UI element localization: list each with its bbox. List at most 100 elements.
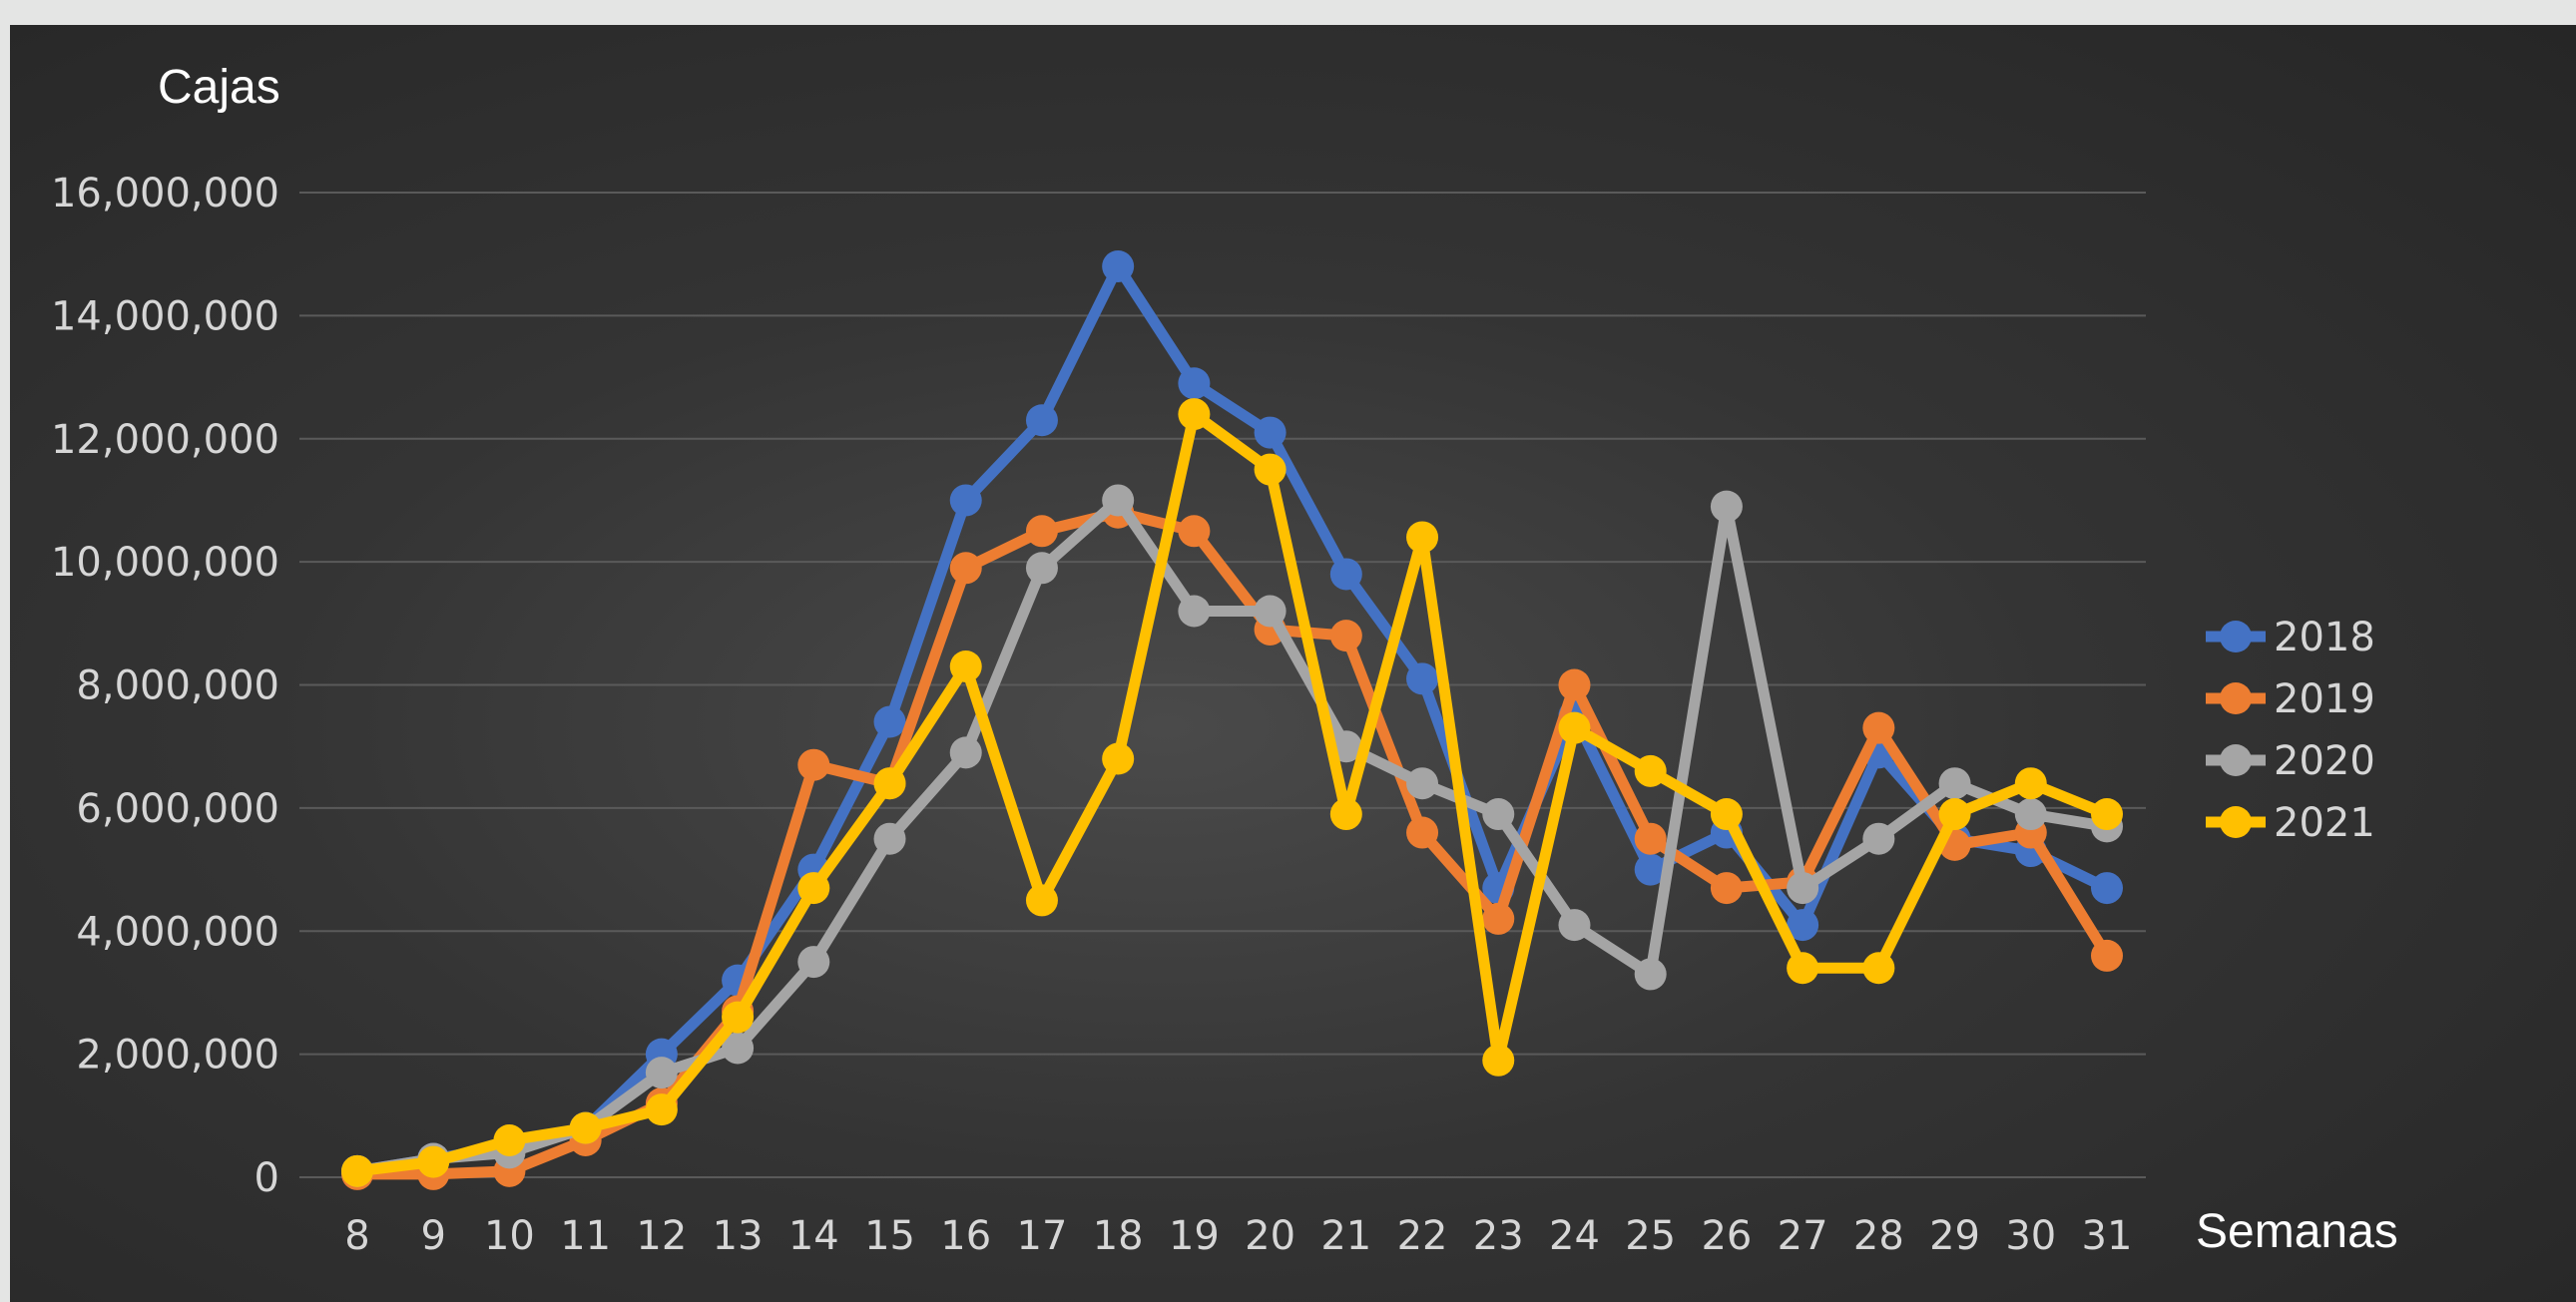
gridlines — [299, 192, 2146, 1178]
x-tick-label: 20 — [1245, 1213, 1295, 1259]
legend-swatch-marker — [2220, 682, 2252, 714]
data-point-2021 — [1634, 754, 1667, 787]
data-point-2019 — [1710, 872, 1743, 905]
data-point-2020 — [1787, 872, 1819, 905]
data-point-2021 — [1329, 798, 1362, 831]
y-tick-label: 0 — [255, 1155, 279, 1201]
x-tick-label: 9 — [420, 1213, 445, 1259]
x-tick-label: 17 — [1017, 1213, 1068, 1259]
legend-swatch-marker — [2220, 806, 2252, 838]
data-point-2021 — [1482, 1044, 1515, 1077]
data-point-2020 — [873, 822, 906, 855]
data-point-2021 — [645, 1093, 678, 1126]
data-point-2020 — [1178, 595, 1211, 628]
data-point-2020 — [949, 736, 982, 769]
legend-label: 2018 — [2274, 615, 2375, 660]
chart-background — [10, 25, 2576, 1302]
data-point-2021 — [493, 1123, 526, 1156]
data-point-2021 — [341, 1154, 373, 1187]
x-tick-label: 16 — [940, 1213, 991, 1259]
data-point-2019 — [1406, 816, 1439, 849]
series-2018 — [341, 250, 2123, 1187]
data-point-2021 — [417, 1145, 450, 1178]
series-2019 — [341, 496, 2123, 1190]
x-tick-label: 15 — [864, 1213, 915, 1259]
x-tick-label: 19 — [1169, 1213, 1220, 1259]
data-point-2021 — [569, 1111, 602, 1144]
legend-swatch-marker — [2220, 621, 2252, 652]
y-tick-label: 2,000,000 — [76, 1033, 279, 1079]
x-tick-label: 28 — [1853, 1213, 1904, 1259]
series-line-2018 — [351, 260, 2113, 1177]
data-point-2020 — [1710, 490, 1743, 523]
data-point-2021 — [2014, 767, 2047, 800]
data-point-2020 — [645, 1057, 678, 1089]
data-point-2018 — [873, 705, 906, 738]
data-point-2018 — [1634, 853, 1667, 886]
x-tick-label: 30 — [2005, 1213, 2056, 1259]
series-2021 — [341, 398, 2123, 1187]
data-point-2019 — [1558, 668, 1591, 701]
data-point-2018 — [1329, 558, 1362, 591]
data-point-2018 — [1406, 662, 1439, 695]
legend-item-2020: 2020 — [2206, 738, 2375, 784]
data-point-2019 — [1862, 711, 1895, 744]
data-point-2021 — [1025, 884, 1058, 917]
data-point-2019 — [1634, 822, 1667, 855]
data-point-2018 — [2091, 872, 2123, 905]
x-tick-label: 12 — [636, 1213, 687, 1259]
data-point-2019 — [1329, 620, 1362, 652]
data-point-2021 — [873, 767, 906, 800]
x-tick-label: 13 — [713, 1213, 764, 1259]
data-point-2018 — [1254, 416, 1287, 449]
x-tick-label: 22 — [1397, 1213, 1448, 1259]
x-tick-label: 26 — [1701, 1213, 1752, 1259]
data-point-2018 — [949, 484, 982, 517]
data-point-2021 — [949, 650, 982, 682]
data-point-2020 — [2014, 798, 2047, 831]
x-tick-label: 27 — [1778, 1213, 1828, 1259]
legend: 2018 2019 2020 2021 — [2206, 615, 2375, 846]
legend-label: 2021 — [2274, 800, 2375, 846]
y-tick-label: 12,000,000 — [51, 417, 279, 463]
data-point-2021 — [1254, 453, 1287, 486]
legend-label: 2020 — [2274, 738, 2375, 784]
y-tick-label: 14,000,000 — [51, 293, 279, 339]
data-point-2020 — [1558, 909, 1591, 942]
series-2020 — [341, 484, 2123, 1187]
data-point-2021 — [2091, 798, 2123, 831]
legend-item-2019: 2019 — [2206, 676, 2375, 722]
data-point-2021 — [797, 872, 830, 905]
data-point-2020 — [1025, 552, 1058, 585]
data-point-2019 — [1482, 902, 1515, 935]
data-point-2018 — [1025, 404, 1058, 437]
x-tick-label: 29 — [1929, 1213, 1980, 1259]
legend-label: 2019 — [2274, 676, 2375, 722]
data-point-2021 — [1178, 398, 1211, 431]
data-point-2021 — [1938, 798, 1971, 831]
data-point-2018 — [1787, 909, 1819, 942]
y-tick-label: 6,000,000 — [76, 786, 279, 832]
data-point-2020 — [1482, 798, 1515, 831]
x-tick-label: 8 — [344, 1213, 369, 1259]
legend-item-2018: 2018 — [2206, 615, 2375, 660]
y-axis-ticks: 0 2,000,000 4,000,000 6,000,000 8,000,000 10,… — [51, 171, 279, 1201]
y-tick-label: 8,000,000 — [76, 663, 279, 709]
y-axis-label: Cajas — [158, 61, 280, 114]
x-tick-label: 31 — [2082, 1213, 2133, 1259]
legend-item-2021: 2021 — [2206, 800, 2375, 846]
data-point-2020 — [1634, 958, 1667, 991]
y-tick-label: 4,000,000 — [76, 909, 279, 955]
data-point-2018 — [1102, 250, 1135, 283]
data-point-2019 — [949, 552, 982, 585]
series-lines — [341, 250, 2123, 1190]
y-tick-label: 10,000,000 — [51, 540, 279, 586]
x-tick-label: 10 — [484, 1213, 535, 1259]
x-tick-label: 23 — [1473, 1213, 1524, 1259]
data-point-2020 — [1862, 822, 1895, 855]
x-tick-label: 24 — [1549, 1213, 1600, 1259]
data-point-2021 — [1787, 952, 1819, 985]
data-point-2019 — [797, 748, 830, 781]
data-point-2021 — [722, 1001, 755, 1034]
